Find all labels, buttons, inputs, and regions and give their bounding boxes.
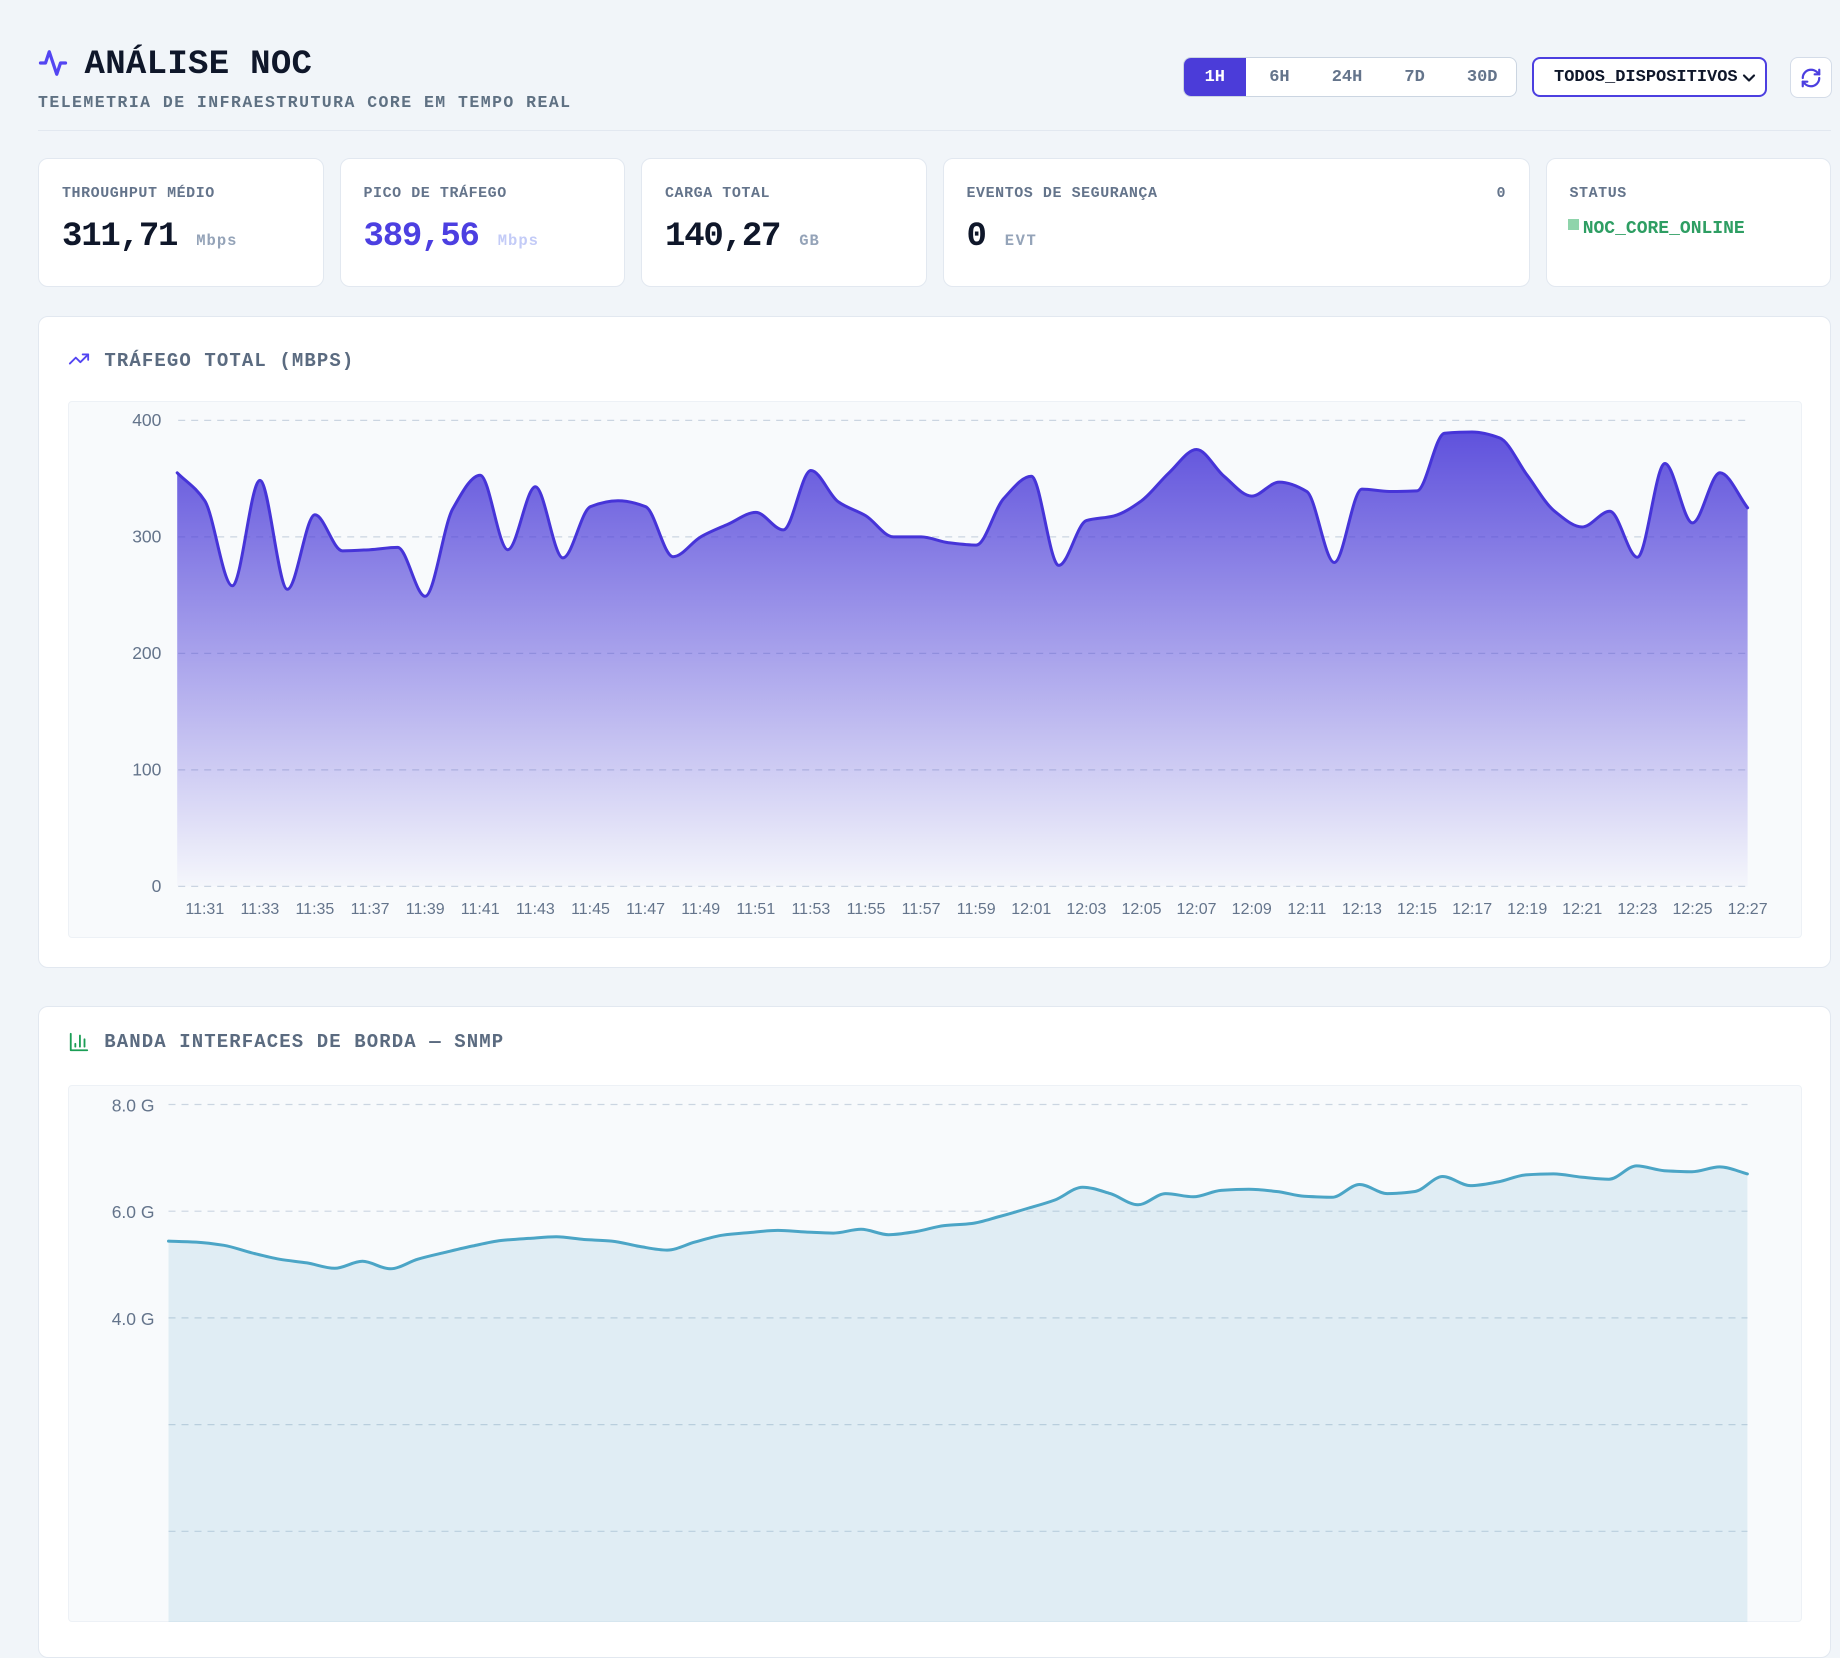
svg-text:11:57: 11:57	[902, 901, 941, 918]
svg-text:12:27: 12:27	[1728, 901, 1768, 918]
svg-text:200: 200	[132, 643, 161, 663]
svg-text:11:45: 11:45	[571, 901, 610, 918]
svg-text:11:43: 11:43	[516, 901, 555, 918]
svg-text:12:21: 12:21	[1562, 901, 1602, 918]
svg-text:12:19: 12:19	[1507, 901, 1547, 918]
svg-text:6.0 G: 6.0 G	[112, 1202, 155, 1222]
svg-text:12:11: 12:11	[1287, 901, 1326, 918]
svg-text:12:25: 12:25	[1672, 901, 1712, 918]
svg-text:400: 400	[132, 410, 161, 430]
svg-text:12:15: 12:15	[1397, 901, 1437, 918]
svg-text:11:51: 11:51	[736, 901, 775, 918]
svg-text:11:35: 11:35	[295, 901, 334, 918]
svg-text:11:55: 11:55	[847, 901, 886, 918]
svg-text:11:41: 11:41	[461, 901, 500, 918]
svg-text:12:01: 12:01	[1011, 901, 1051, 918]
svg-text:11:37: 11:37	[351, 901, 390, 918]
svg-text:11:31: 11:31	[185, 901, 224, 918]
svg-text:8.0 G: 8.0 G	[112, 1095, 155, 1115]
svg-text:11:39: 11:39	[406, 901, 445, 918]
svg-text:12:05: 12:05	[1121, 901, 1161, 918]
svg-text:12:03: 12:03	[1066, 901, 1106, 918]
svg-text:12:23: 12:23	[1617, 901, 1657, 918]
svg-text:11:49: 11:49	[681, 901, 720, 918]
svg-text:4.0 G: 4.0 G	[112, 1309, 155, 1329]
svg-text:12:07: 12:07	[1176, 901, 1216, 918]
svg-text:0: 0	[152, 876, 162, 896]
svg-text:12:17: 12:17	[1452, 901, 1492, 918]
svg-text:12:09: 12:09	[1232, 901, 1272, 918]
svg-text:11:47: 11:47	[626, 901, 665, 918]
svg-text:11:53: 11:53	[791, 901, 830, 918]
svg-text:300: 300	[132, 527, 161, 547]
svg-text:100: 100	[132, 760, 161, 780]
svg-text:11:33: 11:33	[240, 901, 279, 918]
svg-text:12:13: 12:13	[1342, 901, 1382, 918]
svg-text:11:59: 11:59	[957, 901, 996, 918]
